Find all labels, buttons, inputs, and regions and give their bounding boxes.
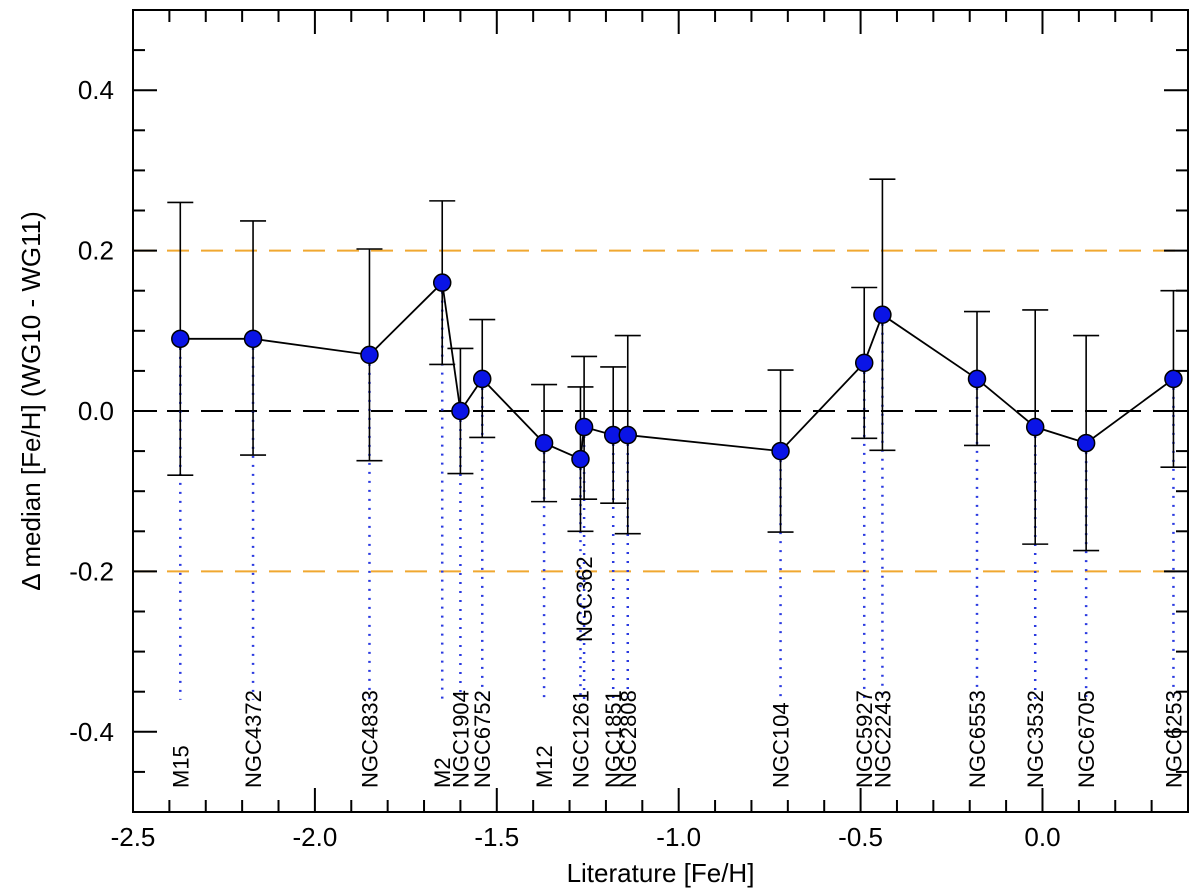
series-line (180, 280, 1174, 461)
y-axis-label: Δ median [Fe/H] (WG10 - WG11) (16, 211, 46, 591)
connecting-line (180, 280, 1174, 461)
cluster-label: NGC1904 (448, 690, 473, 788)
y-tick-label: -0.2 (69, 556, 114, 586)
cluster-label: NGC2808 (616, 690, 641, 788)
error-bars (167, 178, 1187, 552)
data-point (1164, 369, 1183, 389)
cluster-label: NGC6253 (1161, 690, 1186, 788)
cluster-label: NGC6705 (1074, 690, 1099, 788)
guide-lines (179, 282, 1175, 700)
x-tick-label: -2.0 (292, 822, 337, 852)
data-point (432, 273, 452, 292)
data-point (472, 369, 492, 389)
data-point (618, 425, 638, 445)
cluster-label: NGC3532 (1023, 690, 1048, 788)
reference-lines (133, 249, 1188, 573)
y-tick-label: -0.4 (69, 717, 114, 747)
data-point (1076, 433, 1096, 453)
y-tick-label: 0.0 (78, 396, 114, 426)
x-tick-label: -1.5 (474, 822, 519, 852)
cluster-label: NGC104 (769, 702, 794, 788)
cluster-label: M15 (168, 745, 193, 788)
cluster-label: NGC5927 (852, 690, 877, 788)
cluster-label: M12 (532, 745, 557, 788)
cluster-label: M2 (430, 757, 455, 788)
data-point (854, 353, 874, 373)
axis-ticks (132, 9, 1189, 813)
x-axis-label: Literature [Fe/H] (567, 858, 755, 888)
data-point (1025, 417, 1045, 437)
cluster-label: NGC6553 (965, 690, 990, 788)
y-tick-label: 0.4 (78, 75, 114, 105)
data-point (534, 433, 554, 453)
y-tick-label: 0.2 (78, 236, 114, 266)
x-tick-label: -1.0 (656, 822, 701, 852)
x-tick-label: -2.5 (111, 822, 156, 852)
cluster-label: NGC2243 (870, 690, 895, 788)
data-point (360, 345, 379, 365)
cluster-label: NGC4833 (357, 690, 382, 788)
cluster-label: NGC4372 (241, 690, 266, 788)
data-point (243, 329, 263, 349)
data-point (967, 369, 987, 389)
cluster-label: NGC1261 (568, 690, 593, 788)
x-tick-label: -0.5 (838, 822, 883, 852)
tick-labels: -2.5 -2.0 -1.5 -1.0 -0.5 0.0 -0.4 -0.2 0.0 0.2 0.4 (69, 75, 1060, 852)
data-point (873, 305, 892, 325)
data-point (571, 449, 590, 469)
x-tick-label: 0.0 (1024, 822, 1060, 852)
cluster-label: NGC362 (572, 556, 597, 642)
data-point (574, 417, 594, 437)
cluster-label: NGC1851 (601, 690, 626, 788)
data-point (171, 329, 190, 349)
data-point (451, 401, 470, 421)
data-point (771, 441, 790, 461)
data-points (171, 273, 1183, 469)
cluster-label: NGC6752 (470, 690, 495, 788)
